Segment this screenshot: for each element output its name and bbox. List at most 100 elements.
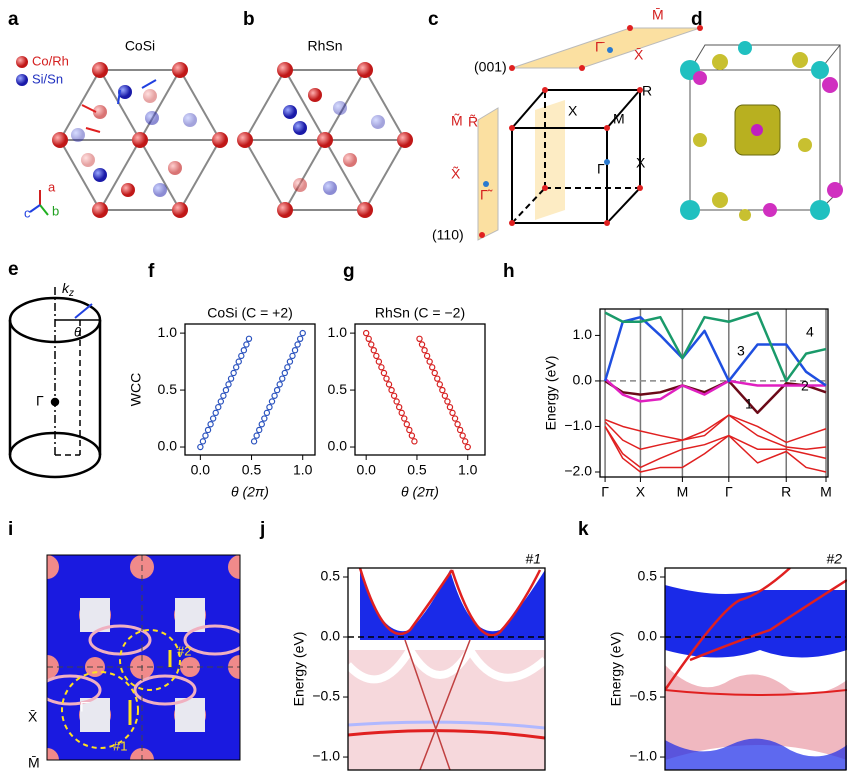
- y-tick-label: 0.0: [158, 438, 178, 454]
- point: [437, 382, 442, 387]
- point-label: X̄: [634, 47, 644, 63]
- point: [419, 342, 424, 347]
- point: [442, 393, 447, 398]
- point: [287, 359, 292, 364]
- x-tick-label: R: [781, 484, 791, 500]
- point: [295, 342, 300, 347]
- point: [267, 405, 272, 410]
- chart-title: CoSi (C = +2): [207, 305, 293, 321]
- point: [257, 427, 262, 432]
- point-label: X̃: [451, 165, 461, 181]
- x-tick-label: 1.0: [458, 462, 478, 478]
- panel-label: f: [148, 261, 155, 282]
- point: [269, 399, 274, 404]
- point: [226, 382, 231, 387]
- annotation: #2: [826, 551, 842, 567]
- x-tick-label: 0.5: [242, 462, 262, 478]
- crystal-a: CoSi Co/Rh Si/Sn a b c: [16, 38, 228, 221]
- point-label: M̃: [451, 112, 463, 128]
- point: [381, 370, 386, 375]
- point: [392, 393, 397, 398]
- point-label: Γ: [36, 393, 44, 409]
- point: [234, 365, 239, 370]
- y-axis-label: Energy (eV): [543, 356, 559, 431]
- point: [272, 393, 277, 398]
- point: [386, 382, 391, 387]
- panel-label: e: [8, 259, 19, 280]
- point: [292, 348, 297, 353]
- point: [290, 353, 295, 358]
- point: [221, 393, 226, 398]
- point: [277, 382, 282, 387]
- point: [246, 336, 251, 341]
- y-tick-label: −2.0: [564, 463, 592, 479]
- point: [300, 331, 305, 336]
- point: [404, 422, 409, 427]
- y-tick-label: −0.5: [629, 688, 657, 704]
- point: [440, 387, 445, 392]
- point: [427, 359, 432, 364]
- panel-label: k: [578, 519, 589, 540]
- y-axis-label: Energy (eV): [291, 632, 307, 707]
- angle-label: θ: [74, 324, 81, 339]
- band-line: [605, 379, 826, 402]
- panel-label: c: [428, 9, 439, 30]
- point: [282, 370, 287, 375]
- path-label: #1: [113, 738, 127, 753]
- point: [430, 365, 435, 370]
- panel-label: g: [343, 261, 355, 282]
- x-tick-label: Γ: [601, 484, 609, 500]
- band-line: [605, 426, 826, 467]
- band-line: [605, 317, 826, 385]
- point: [200, 439, 205, 444]
- x-axis-label: θ (2π): [231, 484, 269, 500]
- y-tick-label: −1.0: [629, 748, 657, 764]
- point: [213, 410, 218, 415]
- point-label: X: [636, 155, 646, 171]
- axis-label: kz: [62, 280, 74, 299]
- x-tick-label: 0.0: [191, 462, 211, 478]
- x-tick-label: X: [636, 484, 646, 500]
- point: [460, 433, 465, 438]
- axis-label: z: [68, 288, 74, 299]
- y-tick-label: 0.5: [321, 568, 341, 584]
- point: [435, 376, 440, 381]
- point: [236, 359, 241, 364]
- point: [371, 348, 376, 353]
- panel-label: i: [8, 519, 13, 540]
- point: [208, 422, 213, 427]
- y-tick-label: 0.0: [321, 628, 341, 644]
- band-line: [605, 313, 826, 381]
- axis-label: b: [52, 203, 59, 218]
- point: [379, 365, 384, 370]
- legend-label: Co/Rh: [32, 53, 69, 68]
- point-label: M: [613, 111, 625, 127]
- figure: a b c d e f g h i j k CoSi Co/Rh Si/Sn a…: [0, 0, 847, 773]
- y-tick-label: −1.0: [564, 417, 592, 433]
- y-tick-label: 0.5: [158, 381, 178, 397]
- crystal-b: RhSn: [237, 38, 413, 218]
- point: [422, 348, 427, 353]
- point-label: M̄: [652, 7, 664, 23]
- point: [465, 444, 470, 449]
- x-tick-label: 0.5: [407, 462, 427, 478]
- spectral-map: [348, 568, 545, 770]
- point: [407, 427, 412, 432]
- point: [275, 387, 280, 392]
- point: [259, 422, 264, 427]
- point: [244, 342, 249, 347]
- point: [425, 353, 430, 358]
- point: [366, 336, 371, 341]
- axis-label: a: [48, 179, 56, 194]
- surface-map: [35, 555, 252, 772]
- point: [374, 353, 379, 358]
- point: [239, 353, 244, 358]
- y-tick-label: 0.5: [328, 381, 348, 397]
- x-tick-label: M: [677, 484, 689, 500]
- band-label: 3: [737, 343, 745, 359]
- cylinder: [10, 285, 100, 477]
- point: [450, 410, 455, 415]
- point: [455, 422, 460, 427]
- y-axis-label: Energy (eV): [608, 632, 624, 707]
- panel-label: b: [243, 9, 255, 30]
